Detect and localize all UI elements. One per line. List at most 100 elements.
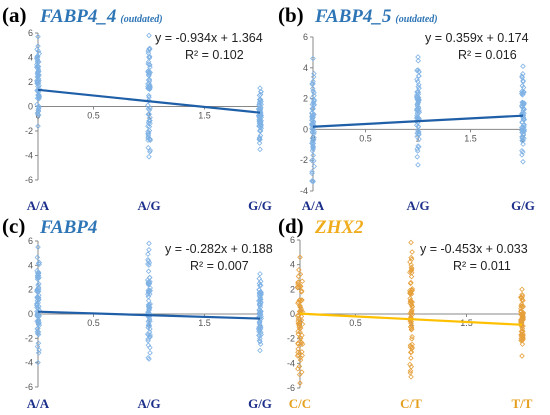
data-point [297, 380, 303, 386]
data-point [310, 178, 316, 185]
data-point [35, 305, 41, 311]
data-point [145, 257, 151, 263]
data-point [311, 134, 317, 141]
data-point [35, 64, 41, 70]
data-point [518, 303, 524, 309]
data-point [297, 335, 304, 341]
data-point [257, 335, 263, 342]
data-point [145, 97, 152, 104]
trend-line [37, 310, 261, 320]
data-point [145, 278, 152, 285]
data-point [147, 136, 153, 142]
data-point [408, 355, 414, 361]
data-point [35, 350, 42, 356]
data-point [415, 129, 421, 135]
data-point [310, 157, 317, 164]
data-point [408, 273, 415, 280]
y-tick-label: -4 [287, 358, 295, 368]
data-point [257, 282, 264, 289]
data-point [297, 354, 304, 361]
data-point [518, 331, 524, 338]
data-point [146, 356, 152, 362]
data-point [407, 259, 413, 265]
data-point [34, 80, 41, 87]
data-point [34, 272, 41, 279]
data-point [520, 78, 526, 84]
data-point [257, 91, 264, 98]
y-tick-label: -2 [25, 126, 33, 136]
data-point [297, 283, 304, 290]
data-point [299, 288, 305, 294]
x-tick-label: 1.5 [198, 318, 211, 328]
data-point [409, 336, 415, 342]
data-point [256, 92, 263, 99]
data-point [256, 102, 263, 109]
data-point [297, 254, 303, 261]
data-point [256, 140, 263, 146]
y-tick-label: 2 [303, 94, 308, 104]
data-point [35, 67, 42, 73]
regression-equation: y = -0.934x + 1.364 [155, 31, 263, 45]
data-point [520, 100, 527, 106]
data-point [416, 109, 422, 116]
data-point [145, 106, 152, 112]
y-tick-label: 0 [290, 309, 295, 319]
data-point [520, 149, 526, 155]
data-point [146, 111, 152, 118]
data-point [414, 148, 421, 154]
genotype-label: G/G [248, 198, 272, 213]
data-point [414, 112, 420, 119]
data-point [34, 268, 40, 274]
data-point [257, 309, 263, 316]
regression-equation: y = -0.282x + 0.188 [165, 242, 273, 256]
data-point [34, 56, 41, 63]
data-point [518, 333, 525, 340]
data-point [414, 106, 421, 112]
y-tick-label: -2 [25, 333, 33, 343]
regression-equation: y = 0.359x + 0.174 [425, 31, 529, 45]
data-point [145, 291, 151, 298]
data-point [415, 123, 422, 130]
chart-subtitle: (outdated) [120, 14, 162, 25]
data-point [519, 315, 526, 321]
data-point [407, 318, 413, 324]
data-point [297, 271, 304, 277]
genotype-label: G/G [511, 198, 535, 213]
data-point [408, 374, 414, 380]
data-point [520, 63, 526, 70]
data-point [415, 91, 422, 97]
data-point [257, 108, 264, 114]
x-tick-label: 0.5 [349, 318, 362, 328]
data-point [295, 346, 301, 352]
data-point [297, 338, 303, 345]
data-point [146, 84, 152, 91]
data-point [299, 341, 306, 347]
data-point [408, 254, 414, 261]
data-point [311, 163, 317, 170]
data-point [519, 317, 525, 323]
data-point [34, 101, 40, 108]
genotype-label: T/T [512, 396, 533, 411]
data-point [413, 122, 420, 128]
data-point [415, 99, 421, 106]
data-point [36, 313, 42, 320]
y-tick-label: 0 [28, 102, 33, 112]
trend-line [299, 312, 523, 326]
x-tick-label: 0.5 [359, 133, 372, 143]
data-point [518, 294, 524, 301]
data-point [146, 61, 153, 68]
data-point [146, 306, 152, 313]
data-point [258, 289, 264, 295]
data-point [414, 146, 420, 152]
data-point [146, 262, 152, 268]
x-tick-label: 1.5 [464, 133, 477, 143]
data-point [518, 305, 524, 312]
data-point [146, 304, 152, 310]
data-point [299, 352, 305, 359]
chart-subtitle: (outdated) [395, 14, 437, 25]
y-tick-label: 6 [28, 28, 33, 38]
data-point [35, 123, 41, 129]
data-point [257, 85, 263, 91]
data-point [519, 99, 526, 106]
data-point [257, 136, 263, 143]
